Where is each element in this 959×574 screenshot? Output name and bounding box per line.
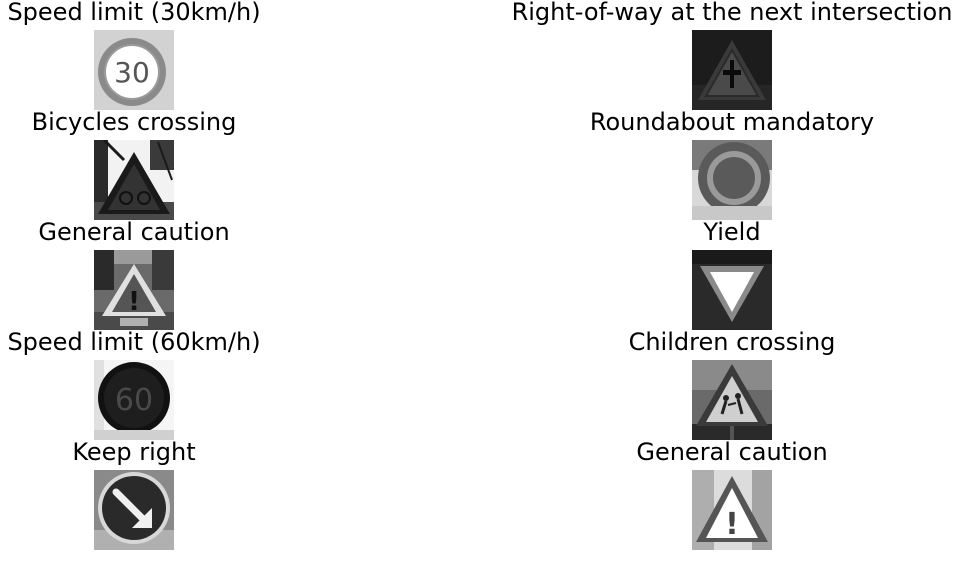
panel-title: Children crossing [628,328,836,356]
yield-sign-icon [692,250,772,330]
panel-title: Bicycles crossing [31,108,237,136]
panel-8: Keep right [72,438,196,550]
speed-limit-60-sign-icon: 60 [94,360,174,440]
panel-5: Yield [692,218,772,330]
panel-3: Roundabout mandatory [590,108,874,220]
panel-title: Roundabout mandatory [589,108,875,136]
panel-title: General caution [38,218,230,246]
general-caution-sign-icon: ! [94,250,174,330]
panel-title: Speed limit (30km/h) [7,0,261,26]
panel-1: Right-of-way at the next intersection [512,0,952,110]
speed-limit-30-sign-icon: 30 [94,30,174,110]
svg-text:!: ! [128,287,140,317]
panel-6: Speed limit (60km/h) 60 [7,328,261,440]
panel-title: Yield [703,218,761,246]
svg-text:30: 30 [114,56,150,89]
svg-text:60: 60 [115,383,153,418]
bicycles-crossing-sign-icon [94,140,174,220]
roundabout-sign-icon [692,140,772,220]
right-of-way-sign-icon [692,30,772,110]
panel-0: Speed limit (30km/h) 30 [7,0,261,110]
keep-right-sign-icon [94,470,174,550]
panel-2: Bicycles crossing [32,108,236,220]
panel-9: General caution ! [636,438,828,550]
panel-title: Keep right [72,438,196,466]
panel-title: General caution [636,438,828,466]
general-caution-sign-icon: ! [692,470,772,550]
panel-title: Speed limit (60km/h) [7,328,261,356]
panel-4: General caution ! [38,218,230,330]
panel-title: Right-of-way at the next intersection [511,0,953,26]
svg-text:!: ! [725,507,739,542]
panel-7: Children crossing [629,328,835,440]
children-crossing-sign-icon [692,360,772,440]
